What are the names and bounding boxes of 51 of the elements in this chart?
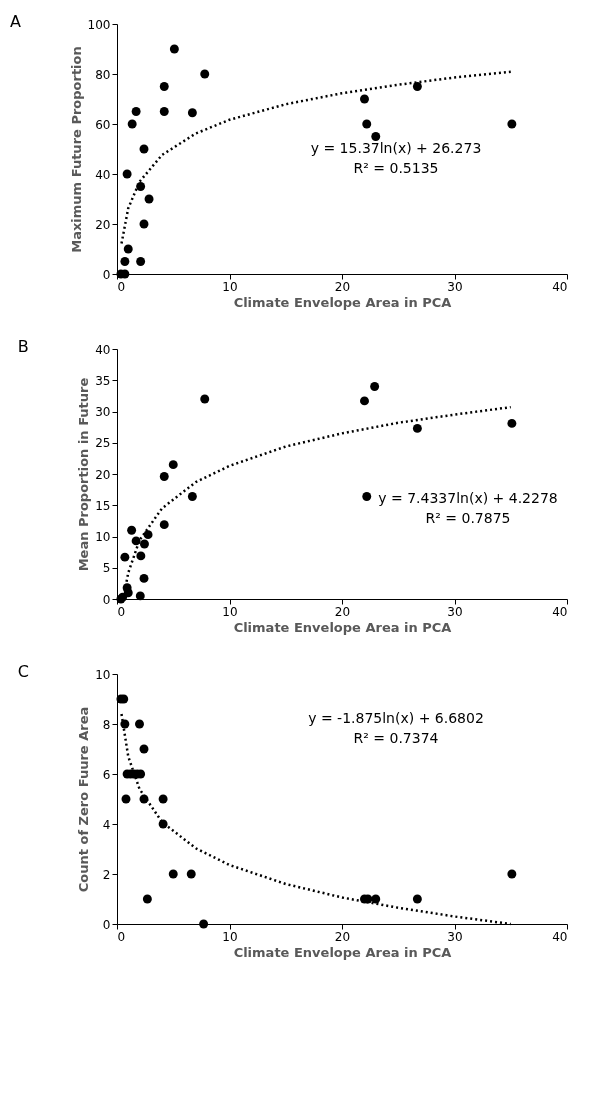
x-tick-label: 30 [447, 604, 463, 619]
x-tick-label: 20 [334, 929, 351, 944]
x-tick-label: 10 [222, 279, 238, 294]
y-tick-label: 100 [87, 17, 111, 32]
x-tick-label: 40 [552, 604, 568, 619]
x-tick-label: 10 [222, 929, 238, 944]
chart-title: A [10, 12, 22, 31]
chart-title: C [17, 662, 29, 681]
y-axis-title: Maximum Future Proportion [68, 46, 84, 253]
y-tick-label: 10 [95, 667, 111, 682]
x-tick-label: 10 [222, 604, 238, 619]
y-tick-label: 10 [95, 530, 111, 544]
y-tick-label: 40 [95, 167, 111, 182]
x-tick-label: 0 [117, 279, 126, 294]
y-tick-label: 8 [102, 717, 111, 732]
annotation: y = -1.875ln(x) + 6.6802 [308, 710, 484, 726]
y-tick-label: 0 [102, 592, 111, 607]
y-tick-label: 5 [102, 561, 111, 576]
x-tick-label: 20 [334, 604, 351, 619]
x-tick-label: 0 [117, 604, 126, 619]
x-axis-title: Climate Envelope Area in PCA [233, 944, 452, 960]
annotation: y = 15.37ln(x) + 26.273 [310, 140, 482, 156]
y-tick-label: 0 [102, 267, 111, 282]
y-tick-label: 20 [95, 217, 111, 232]
chart-title: B [17, 337, 29, 356]
x-tick-label: 30 [447, 279, 463, 294]
y-axis-title: Count of Zero Fuure Area [76, 706, 92, 893]
x-tick-label: 0 [117, 929, 126, 944]
annotation: R² = 0.7875 [425, 510, 511, 526]
y-tick-label: 60 [95, 117, 111, 132]
annotation: R² = 0.7374 [353, 730, 439, 746]
y-tick-label: 80 [95, 67, 111, 82]
x-tick-label: 40 [552, 279, 568, 294]
annotation: y = 7.4337ln(x) + 4.2278 [378, 490, 558, 506]
x-axis-title: Climate Envelope Area in PCA [233, 619, 452, 635]
y-axis-title: Mean Proportion in Future [76, 377, 92, 572]
y-tick-label: 15 [95, 498, 111, 513]
y-tick-label: 0 [102, 917, 111, 932]
y-tick-label: 40 [95, 342, 111, 357]
x-axis-title: Climate Envelope Area in PCA [233, 294, 452, 310]
x-tick-label: 30 [447, 929, 463, 944]
y-tick-label: 2 [102, 867, 111, 882]
y-tick-label: 35 [95, 373, 111, 388]
y-tick-label: 4 [102, 817, 111, 832]
y-tick-label: 6 [102, 767, 111, 782]
annotation: R² = 0.5135 [353, 160, 439, 176]
x-tick-label: 20 [334, 279, 351, 294]
y-tick-label: 30 [95, 405, 111, 419]
y-tick-label: 20 [95, 467, 111, 482]
y-tick-label: 25 [95, 436, 111, 451]
x-tick-label: 40 [552, 929, 568, 944]
